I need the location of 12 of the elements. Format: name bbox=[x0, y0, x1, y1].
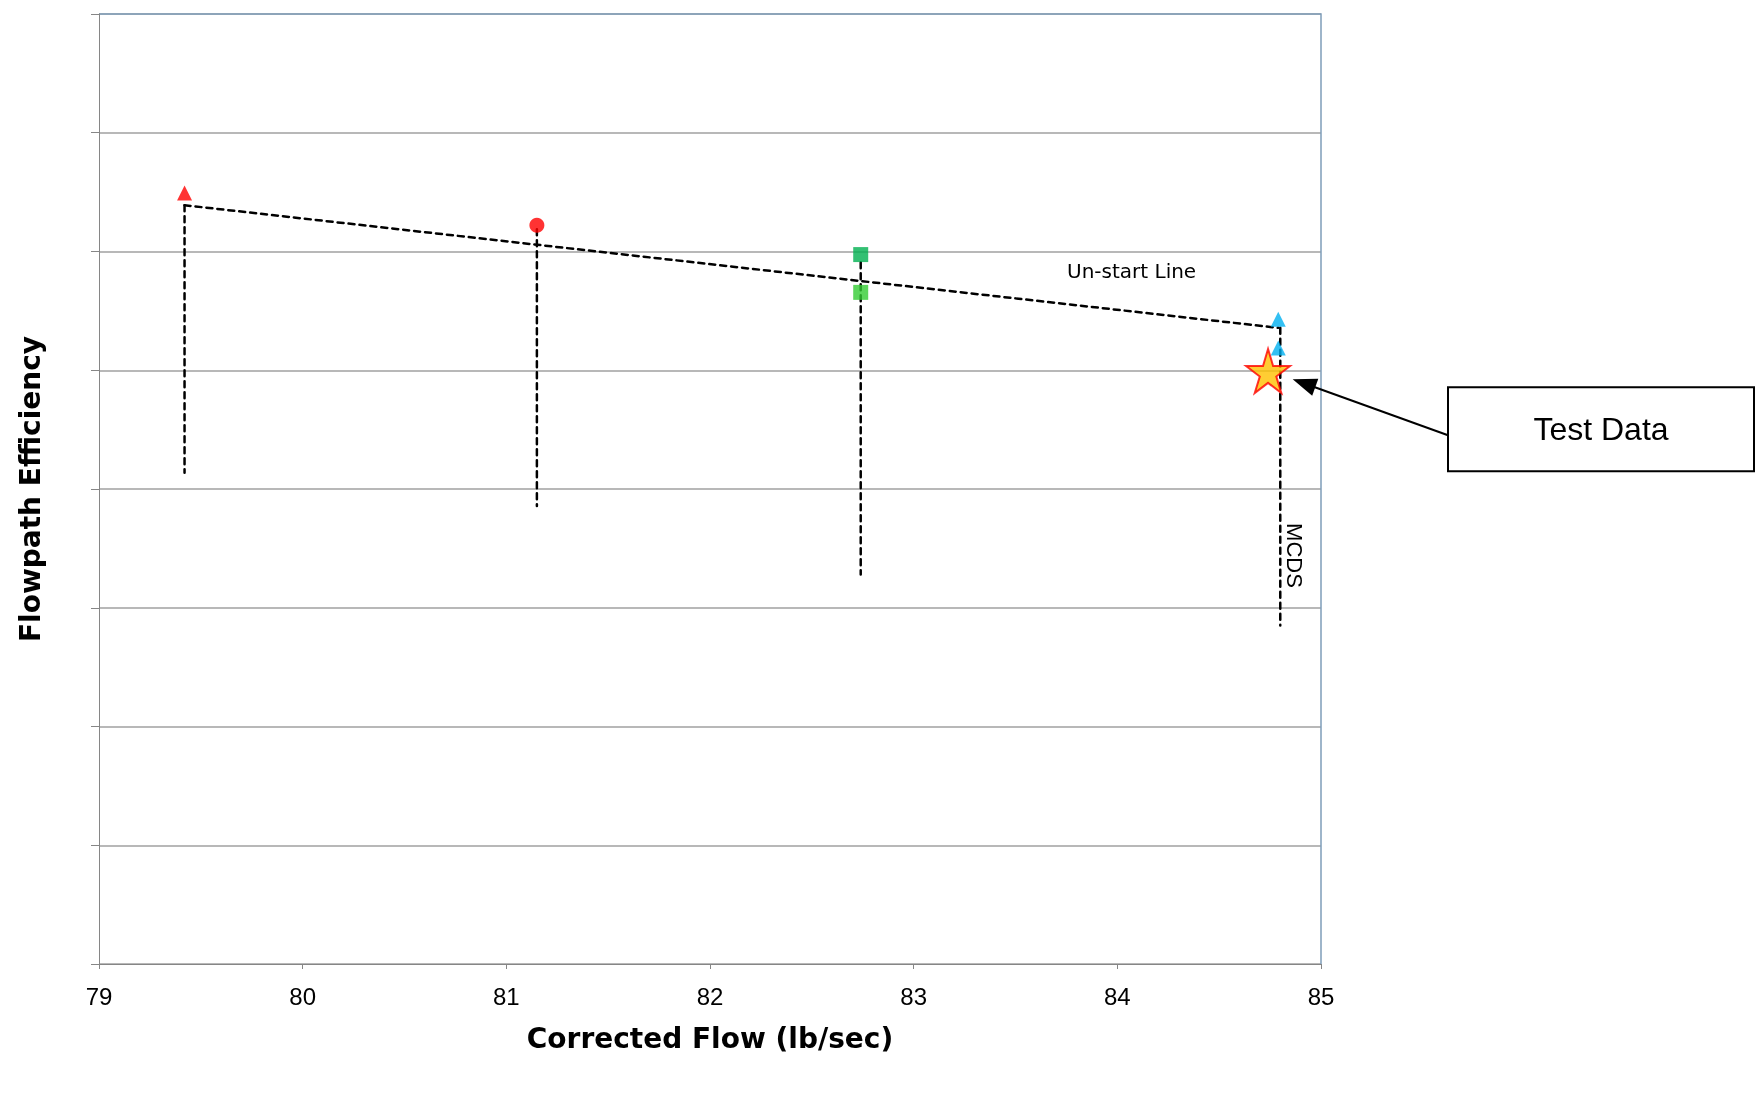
x-tick-label: 84 bbox=[1103, 982, 1131, 1010]
annotation: MCDS bbox=[1281, 523, 1307, 588]
x-tick-label: 80 bbox=[289, 982, 317, 1010]
x-axis-title: Corrected Flow (lb/sec) bbox=[526, 1021, 894, 1055]
x-tick-label: 83 bbox=[900, 982, 928, 1010]
annotation: Un-start Line bbox=[1067, 258, 1197, 283]
text: Test Data bbox=[1533, 411, 1669, 448]
x-tick-label: 79 bbox=[85, 982, 113, 1010]
y-axis-title: Flowpath Efficiency bbox=[13, 335, 47, 643]
x-tick-label: 85 bbox=[1307, 982, 1335, 1010]
x-tick-label: 81 bbox=[492, 982, 520, 1010]
x-tick-label: 82 bbox=[696, 982, 724, 1010]
